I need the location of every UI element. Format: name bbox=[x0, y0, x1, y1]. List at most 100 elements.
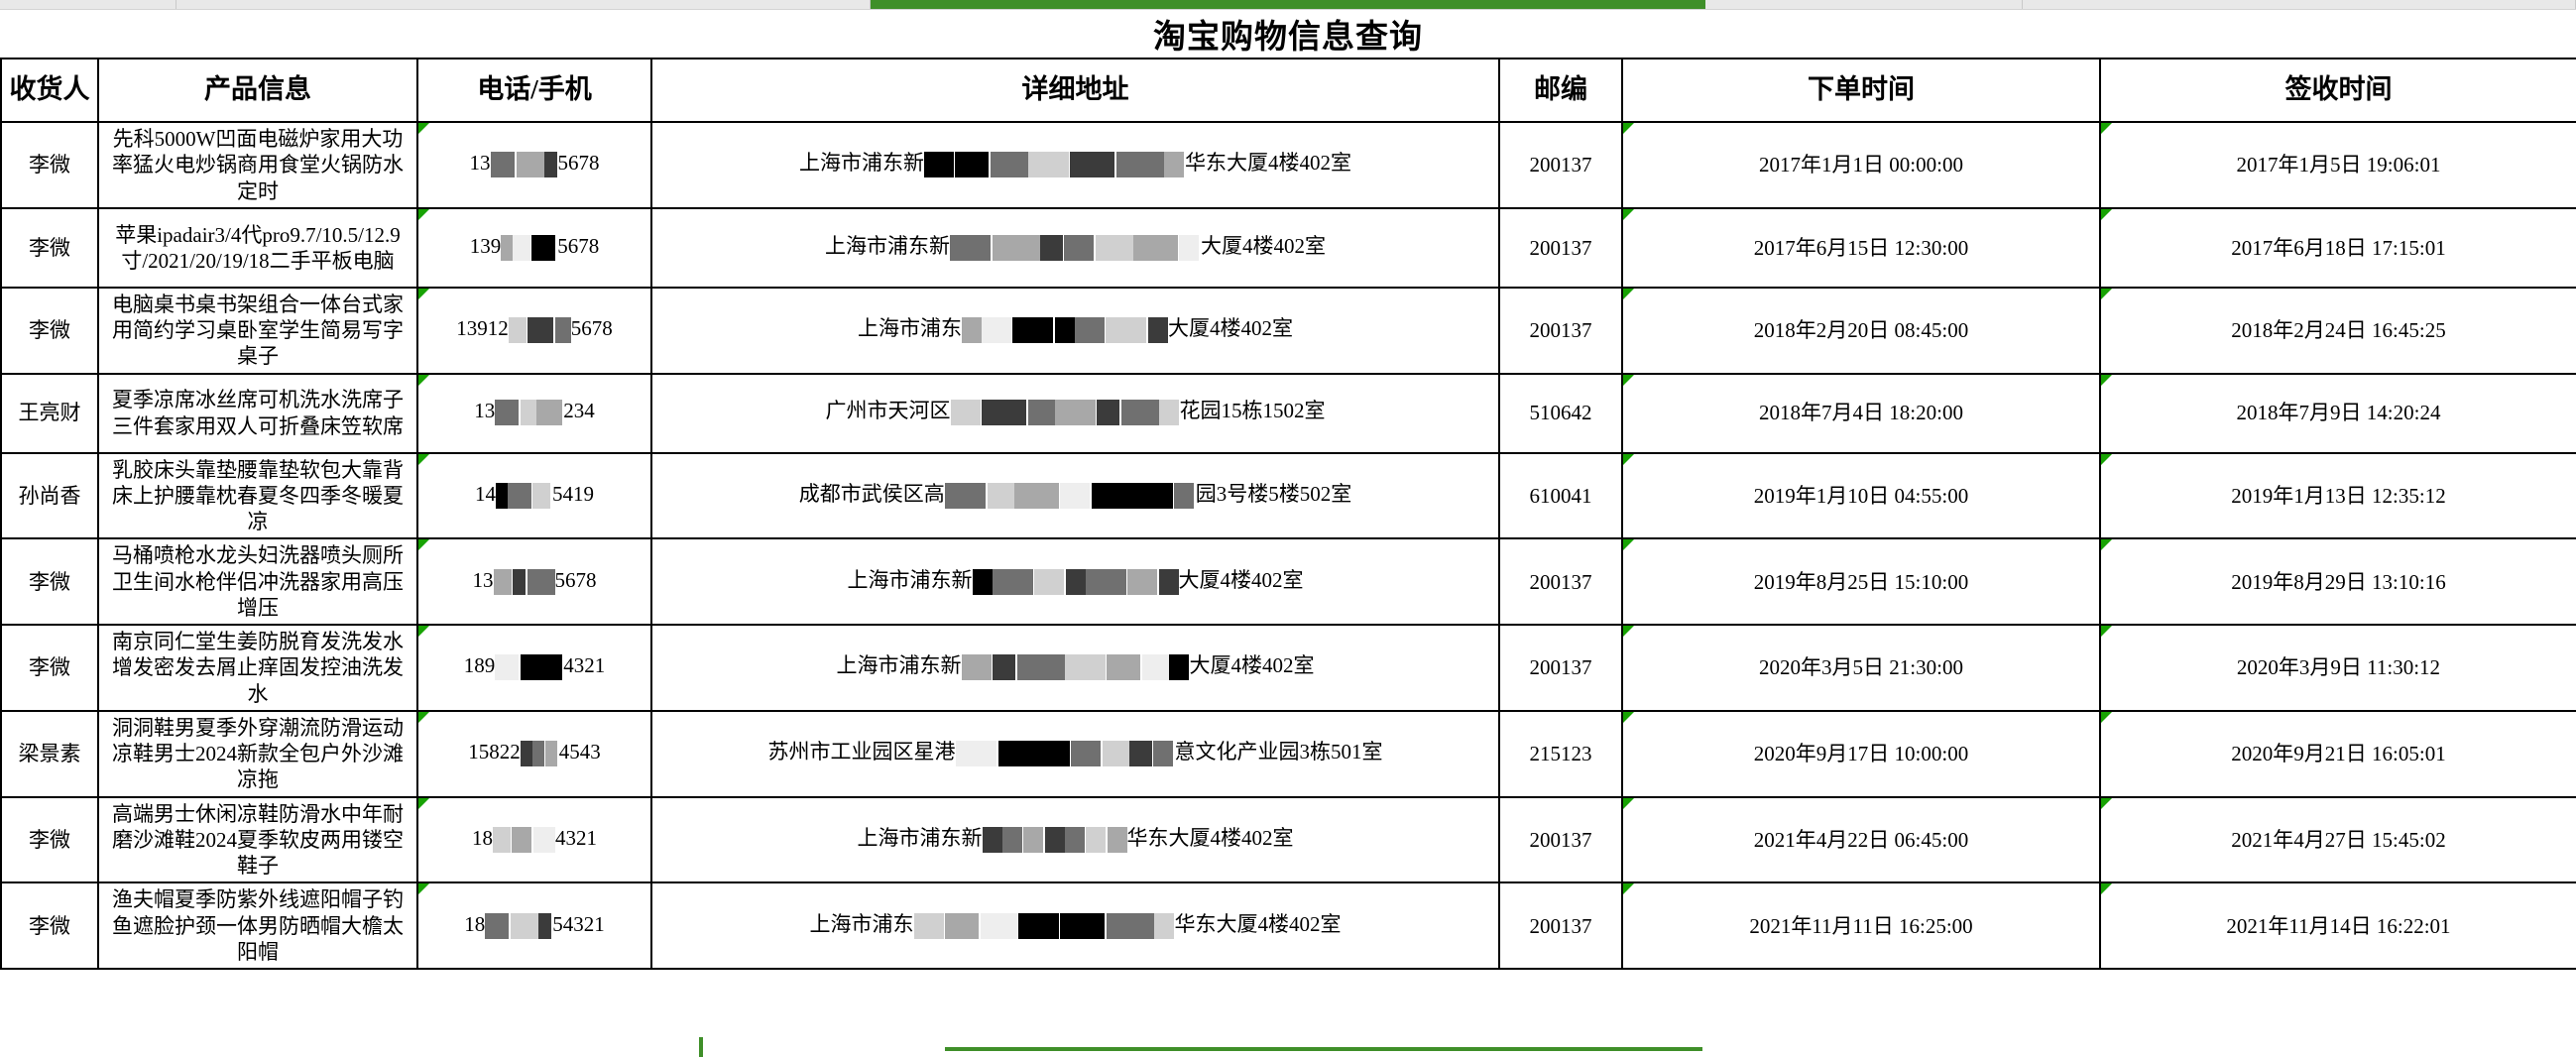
cell-recipient[interactable]: 李微 bbox=[0, 537, 99, 626]
cell-address[interactable]: 上海市浦东新 华东大厦4楼402室 bbox=[650, 121, 1500, 209]
cell-address[interactable]: 苏州市工业园区星港 意文化产业园3栋501室 bbox=[650, 709, 1500, 798]
cell-address[interactable]: 上海市浦东新 华东大厦4楼402室 bbox=[650, 795, 1500, 884]
cell-zip[interactable]: 200137 bbox=[1498, 121, 1623, 209]
cell-phone[interactable]: 14 5419 bbox=[416, 451, 652, 540]
phone-prefix: 13 bbox=[474, 399, 496, 423]
cell-product[interactable]: 渔夫帽夏季防紫外线遮阳帽子钓鱼遮脸护颈一体男防晒帽大檐太阳帽 bbox=[97, 881, 418, 970]
cell-recipient[interactable]: 李微 bbox=[0, 795, 99, 884]
cell-receive-time[interactable]: 2020年9月21日 16:05:01 bbox=[2099, 709, 2576, 798]
cell-order-time[interactable]: 2019年1月10日 04:55:00 bbox=[1621, 451, 2101, 540]
cell-phone[interactable]: 13 5678 bbox=[416, 121, 652, 209]
cell-zip[interactable]: 200137 bbox=[1498, 537, 1623, 626]
phone-prefix: 14 bbox=[475, 481, 496, 506]
cell-phone[interactable]: 15822 4543 bbox=[416, 709, 652, 798]
cell-address[interactable]: 上海市浦东 华东大厦4楼402室 bbox=[650, 881, 1500, 970]
cell-order-time[interactable]: 2020年9月17日 10:00:00 bbox=[1621, 709, 2101, 798]
comment-indicator-icon bbox=[419, 884, 429, 895]
cell-zip[interactable]: 200137 bbox=[1498, 881, 1623, 970]
cell-product[interactable]: 先科5000W凹面电磁炉家用大功率猛火电炒锅商用食堂火锅防水定时 bbox=[97, 121, 418, 209]
cell-recipient[interactable]: 梁景素 bbox=[0, 709, 99, 798]
cell-zip[interactable]: 510642 bbox=[1498, 372, 1623, 454]
table-row: 李微 南京同仁堂生姜防脱育发洗发水增发密发去屑止痒固发控油洗发水 189 4321 上海… bbox=[0, 624, 2576, 712]
cell-receive-time[interactable]: 2021年4月27日 15:45:02 bbox=[2099, 795, 2576, 884]
cell-product[interactable]: 苹果ipadair3/4代pro9.7/10.5/12.9寸/2021/20/1… bbox=[97, 206, 418, 289]
cell-zip[interactable]: 200137 bbox=[1498, 795, 1623, 884]
comment-indicator-icon bbox=[2102, 454, 2112, 465]
cell-order-time[interactable]: 2017年6月15日 12:30:00 bbox=[1621, 206, 2101, 289]
redaction-mask bbox=[495, 400, 563, 427]
cell-phone[interactable]: 13 234 bbox=[416, 372, 652, 454]
cell-product[interactable]: 洞洞鞋男夏季外穿潮流防滑运动凉鞋男士2024新款全包户外沙滩凉拖 bbox=[97, 709, 418, 798]
cell-order-time[interactable]: 2021年11月11日 16:25:00 bbox=[1621, 881, 2101, 970]
cell-recipient[interactable]: 李微 bbox=[0, 881, 99, 970]
cell-recipient[interactable]: 王亮财 bbox=[0, 372, 99, 454]
column-header-zip: 邮编 bbox=[1498, 58, 1623, 123]
cell-receive-time[interactable]: 2017年1月5日 19:06:01 bbox=[2099, 121, 2576, 209]
cell-zip[interactable]: 200137 bbox=[1498, 286, 1623, 375]
table-header-row: 收货人 产品信息 电话/手机 详细地址 邮编 下单时间 签收时间 bbox=[0, 58, 2576, 123]
address-suffix: 大厦4楼402室 bbox=[1168, 316, 1293, 340]
cell-address[interactable]: 上海市浦东新 大厦4楼402室 bbox=[650, 206, 1500, 289]
cell-address[interactable]: 成都市武侯区高 园3号楼5楼502室 bbox=[650, 451, 1500, 540]
cell-receive-time[interactable]: 2020年3月9日 11:30:12 bbox=[2099, 624, 2576, 712]
cell-receive-time[interactable]: 2018年7月9日 14:20:24 bbox=[2099, 372, 2576, 454]
redaction-mask bbox=[961, 654, 1190, 682]
column-header-address: 详细地址 bbox=[650, 58, 1500, 123]
cell-order-time[interactable]: 2021年4月22日 06:45:00 bbox=[1621, 795, 2101, 884]
comment-indicator-icon bbox=[1624, 123, 1634, 134]
redaction-mask bbox=[950, 234, 1201, 263]
cell-phone[interactable]: 13912 5678 bbox=[416, 286, 652, 375]
cell-product[interactable]: 夏季凉席冰丝席可机洗水洗席子三件套家用双人可折叠床笠软席 bbox=[97, 372, 418, 454]
cell-receive-time[interactable]: 2017年6月18日 17:15:01 bbox=[2099, 206, 2576, 289]
comment-indicator-icon bbox=[2102, 798, 2112, 809]
cell-recipient[interactable]: 李微 bbox=[0, 286, 99, 375]
cell-zip[interactable]: 200137 bbox=[1498, 624, 1623, 712]
cell-address[interactable]: 广州市天河区 花园15栋1502室 bbox=[650, 372, 1500, 454]
cell-recipient[interactable]: 孙尚香 bbox=[0, 451, 99, 540]
comment-indicator-icon bbox=[1624, 375, 1634, 386]
cell-product[interactable]: 乳胶床头靠垫腰靠垫软包大靠背床上护腰靠枕春夏冬四季冬暖夏凉 bbox=[97, 451, 418, 540]
cell-phone[interactable]: 18 4321 bbox=[416, 795, 652, 884]
cell-phone[interactable]: 18 54321 bbox=[416, 881, 652, 970]
cell-zip[interactable]: 200137 bbox=[1498, 206, 1623, 289]
cell-recipient[interactable]: 李微 bbox=[0, 121, 99, 209]
phone-suffix: 4321 bbox=[555, 825, 597, 850]
cell-product[interactable]: 马桶喷枪水龙头妇洗器喷头厕所卫生间水枪伴侣冲洗器家用高压增压 bbox=[97, 537, 418, 626]
cell-receive-time[interactable]: 2021年11月14日 16:22:01 bbox=[2099, 881, 2576, 970]
cell-order-time[interactable]: 2018年7月4日 18:20:00 bbox=[1621, 372, 2101, 454]
address-prefix: 上海市浦东新 bbox=[825, 233, 950, 258]
cell-address[interactable]: 上海市浦东新 大厦4楼402室 bbox=[650, 537, 1500, 626]
redaction-mask bbox=[944, 482, 1196, 511]
cell-product[interactable]: 南京同仁堂生姜防脱育发洗发水增发密发去屑止痒固发控油洗发水 bbox=[97, 624, 418, 712]
address-prefix: 上海市浦东新 bbox=[836, 653, 962, 678]
cell-product[interactable]: 电脑桌书桌书架组合一体台式家用简约学习桌卧室学生简易写字桌子 bbox=[97, 286, 418, 375]
cell-address[interactable]: 上海市浦东新 大厦4楼402室 bbox=[650, 624, 1500, 712]
table-row: 李微 渔夫帽夏季防紫外线遮阳帽子钓鱼遮脸护颈一体男防晒帽大檐太阳帽 18 54321 上… bbox=[0, 881, 2576, 970]
comment-indicator-icon bbox=[2102, 209, 2112, 220]
cell-zip[interactable]: 215123 bbox=[1498, 709, 1623, 798]
cell-phone[interactable]: 13 5678 bbox=[416, 537, 652, 626]
cell-order-time[interactable]: 2017年1月1日 00:00:00 bbox=[1621, 121, 2101, 209]
cell-recipient[interactable]: 李微 bbox=[0, 206, 99, 289]
cell-order-time[interactable]: 2018年2月20日 08:45:00 bbox=[1621, 286, 2101, 375]
table-body: 李微 先科5000W凹面电磁炉家用大功率猛火电炒锅商用食堂火锅防水定时 13 5678… bbox=[0, 121, 2576, 970]
cell-address[interactable]: 上海市浦东 大厦4楼402室 bbox=[650, 286, 1500, 375]
redaction-mask bbox=[520, 741, 559, 768]
strip-segment bbox=[176, 0, 871, 9]
redaction-mask bbox=[962, 317, 1168, 345]
comment-indicator-icon bbox=[2102, 289, 2112, 299]
cell-receive-time[interactable]: 2019年1月13日 12:35:12 bbox=[2099, 451, 2576, 540]
cell-zip[interactable]: 610041 bbox=[1498, 451, 1623, 540]
phone-prefix: 15822 bbox=[468, 740, 521, 763]
comment-indicator-icon bbox=[419, 289, 429, 299]
cell-recipient[interactable]: 李微 bbox=[0, 624, 99, 712]
cell-phone[interactable]: 139 5678 bbox=[416, 206, 652, 289]
comment-indicator-icon bbox=[2102, 540, 2112, 551]
cell-order-time[interactable]: 2019年8月25日 15:10:00 bbox=[1621, 537, 2101, 626]
cell-order-time[interactable]: 2020年3月5日 21:30:00 bbox=[1621, 624, 2101, 712]
cell-receive-time[interactable]: 2018年2月24日 16:45:25 bbox=[2099, 286, 2576, 375]
cell-product[interactable]: 高端男士休闲凉鞋防滑水中年耐磨沙滩鞋2024夏季软皮两用镂空鞋子 bbox=[97, 795, 418, 884]
cell-phone[interactable]: 189 4321 bbox=[416, 624, 652, 712]
cell-receive-time[interactable]: 2019年8月29日 13:10:16 bbox=[2099, 537, 2576, 626]
table-row: 李微 高端男士休闲凉鞋防滑水中年耐磨沙滩鞋2024夏季软皮两用镂空鞋子 18 4321… bbox=[0, 795, 2576, 884]
